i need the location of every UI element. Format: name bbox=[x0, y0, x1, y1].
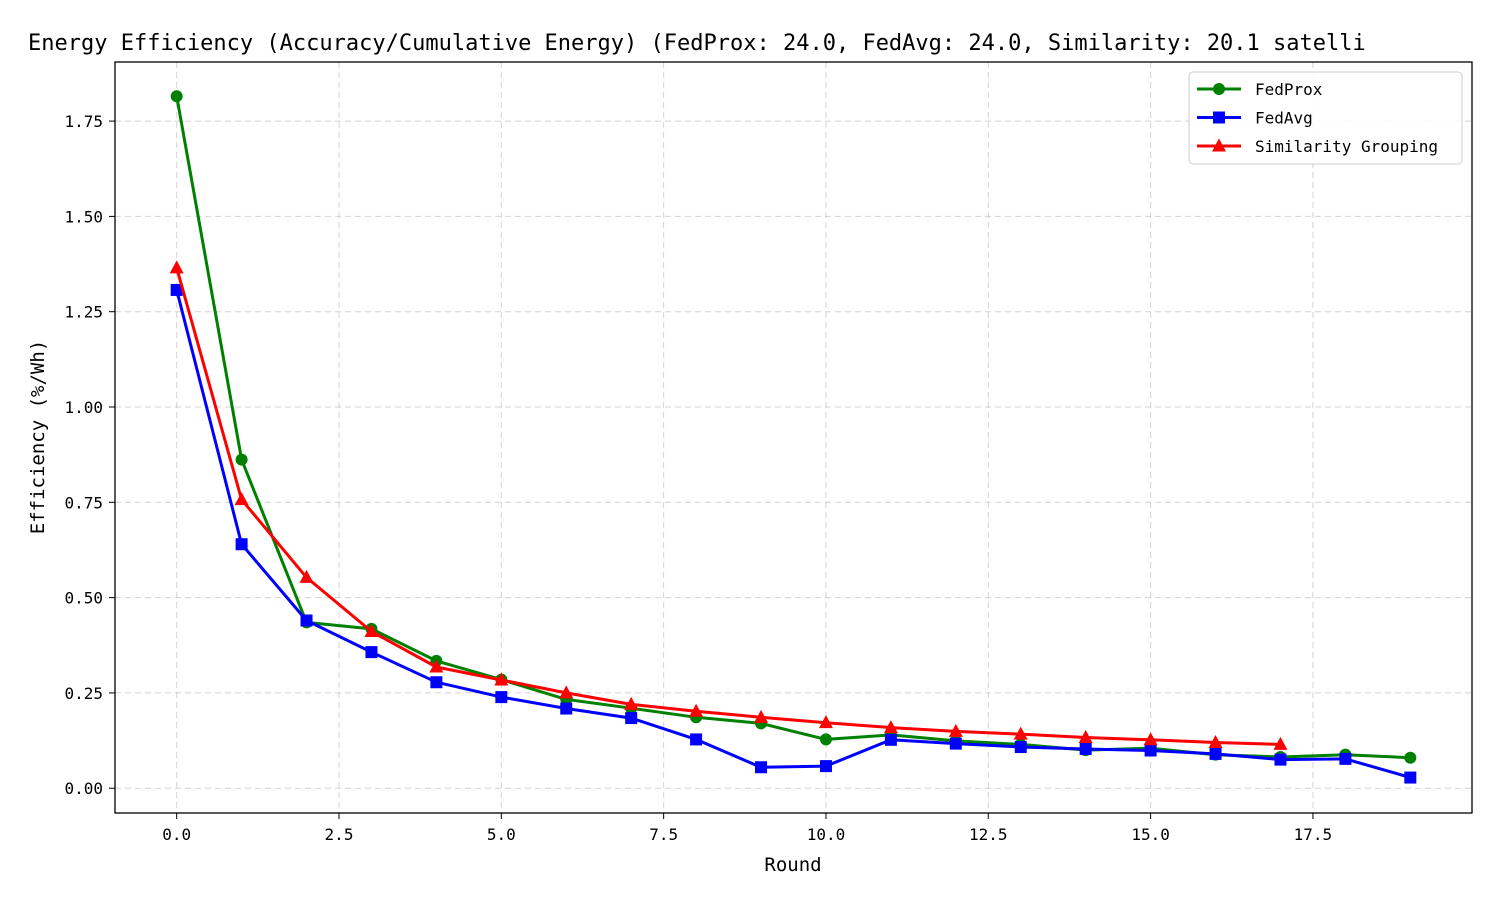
legend-marker bbox=[1213, 111, 1225, 124]
data-point bbox=[1208, 734, 1223, 748]
x-axis-label: Round bbox=[764, 854, 821, 876]
series-layer bbox=[169, 90, 1417, 784]
series-fedprox bbox=[170, 90, 1417, 764]
chart-title: Energy Efficiency (Accuracy/Cumulative E… bbox=[28, 31, 1366, 56]
legend-label: FedAvg bbox=[1255, 109, 1313, 128]
legend-marker bbox=[1213, 83, 1225, 95]
data-point bbox=[1339, 752, 1352, 765]
y-tick-label: 0.00 bbox=[64, 779, 103, 798]
data-point bbox=[755, 761, 768, 774]
y-tick-label: 1.25 bbox=[64, 303, 103, 322]
data-point bbox=[495, 691, 508, 704]
y-tick-label: 0.25 bbox=[64, 684, 103, 703]
series-similarity-grouping bbox=[169, 260, 1288, 750]
x-tick-label: 5.0 bbox=[487, 825, 516, 844]
data-point bbox=[299, 569, 314, 583]
data-point bbox=[560, 702, 573, 715]
data-point bbox=[234, 492, 249, 506]
data-point bbox=[1013, 726, 1028, 740]
data-point bbox=[430, 676, 443, 689]
series-line bbox=[175, 96, 1411, 760]
y-tick-label: 0.75 bbox=[64, 493, 103, 512]
data-point bbox=[883, 720, 898, 734]
data-point bbox=[365, 646, 378, 659]
data-point bbox=[949, 737, 962, 750]
data-point bbox=[170, 90, 183, 103]
data-point bbox=[559, 685, 574, 699]
data-point bbox=[625, 712, 638, 725]
x-tick-label: 0.0 bbox=[162, 825, 191, 844]
data-point bbox=[884, 733, 897, 746]
series-line bbox=[175, 267, 1281, 746]
x-tick-label: 2.5 bbox=[325, 825, 354, 844]
data-point bbox=[689, 703, 704, 717]
x-tick-label: 15.0 bbox=[1131, 825, 1170, 844]
data-point bbox=[429, 659, 444, 673]
data-point bbox=[624, 696, 639, 710]
data-point bbox=[494, 672, 509, 686]
data-point bbox=[1274, 753, 1287, 766]
data-point bbox=[364, 624, 379, 638]
legend-label: FedProx bbox=[1255, 80, 1323, 99]
data-point bbox=[819, 733, 832, 746]
ticks: 0.0 2.5 5.0 7.5 10.0 12.5 15.0 17.5 0.00 0.25 0.50… bbox=[64, 112, 1332, 844]
data-point bbox=[1144, 744, 1157, 757]
data-point bbox=[170, 283, 183, 296]
x-tick-label: 12.5 bbox=[969, 825, 1008, 844]
grid bbox=[115, 62, 1472, 813]
y-tick-label: 1.75 bbox=[64, 112, 103, 131]
data-point bbox=[1209, 747, 1222, 760]
data-point bbox=[235, 453, 248, 466]
y-tick-label: 0.50 bbox=[64, 589, 103, 608]
data-point bbox=[1079, 742, 1092, 755]
x-tick-label: 7.5 bbox=[649, 825, 678, 844]
legend-box bbox=[1188, 71, 1463, 165]
plot-frame bbox=[114, 61, 1473, 814]
y-axis-label: Efficiency (%/Wh) bbox=[27, 340, 49, 534]
data-point bbox=[948, 723, 963, 737]
x-tick-label: 10.0 bbox=[807, 825, 846, 844]
data-point bbox=[754, 709, 769, 723]
y-tick-label: 1.00 bbox=[64, 398, 103, 417]
data-point bbox=[1078, 730, 1093, 744]
data-point bbox=[1143, 732, 1158, 746]
y-tick-label: 1.50 bbox=[64, 207, 103, 226]
data-point bbox=[818, 715, 833, 729]
legend-marker bbox=[1212, 138, 1226, 152]
x-tick-label: 17.5 bbox=[1294, 825, 1333, 844]
data-point bbox=[1273, 736, 1288, 750]
data-point bbox=[235, 538, 248, 551]
data-point bbox=[819, 760, 832, 773]
data-point bbox=[1404, 771, 1417, 784]
data-point bbox=[690, 733, 703, 746]
data-point bbox=[1404, 751, 1417, 764]
data-point bbox=[300, 614, 313, 627]
legend: FedProx FedAvg Similarity Grouping bbox=[1188, 71, 1463, 165]
legend-label: Similarity Grouping bbox=[1255, 137, 1438, 156]
series-fedavg bbox=[170, 283, 1417, 784]
data-point bbox=[1014, 741, 1027, 754]
series-line bbox=[175, 289, 1411, 779]
data-point bbox=[169, 260, 184, 274]
